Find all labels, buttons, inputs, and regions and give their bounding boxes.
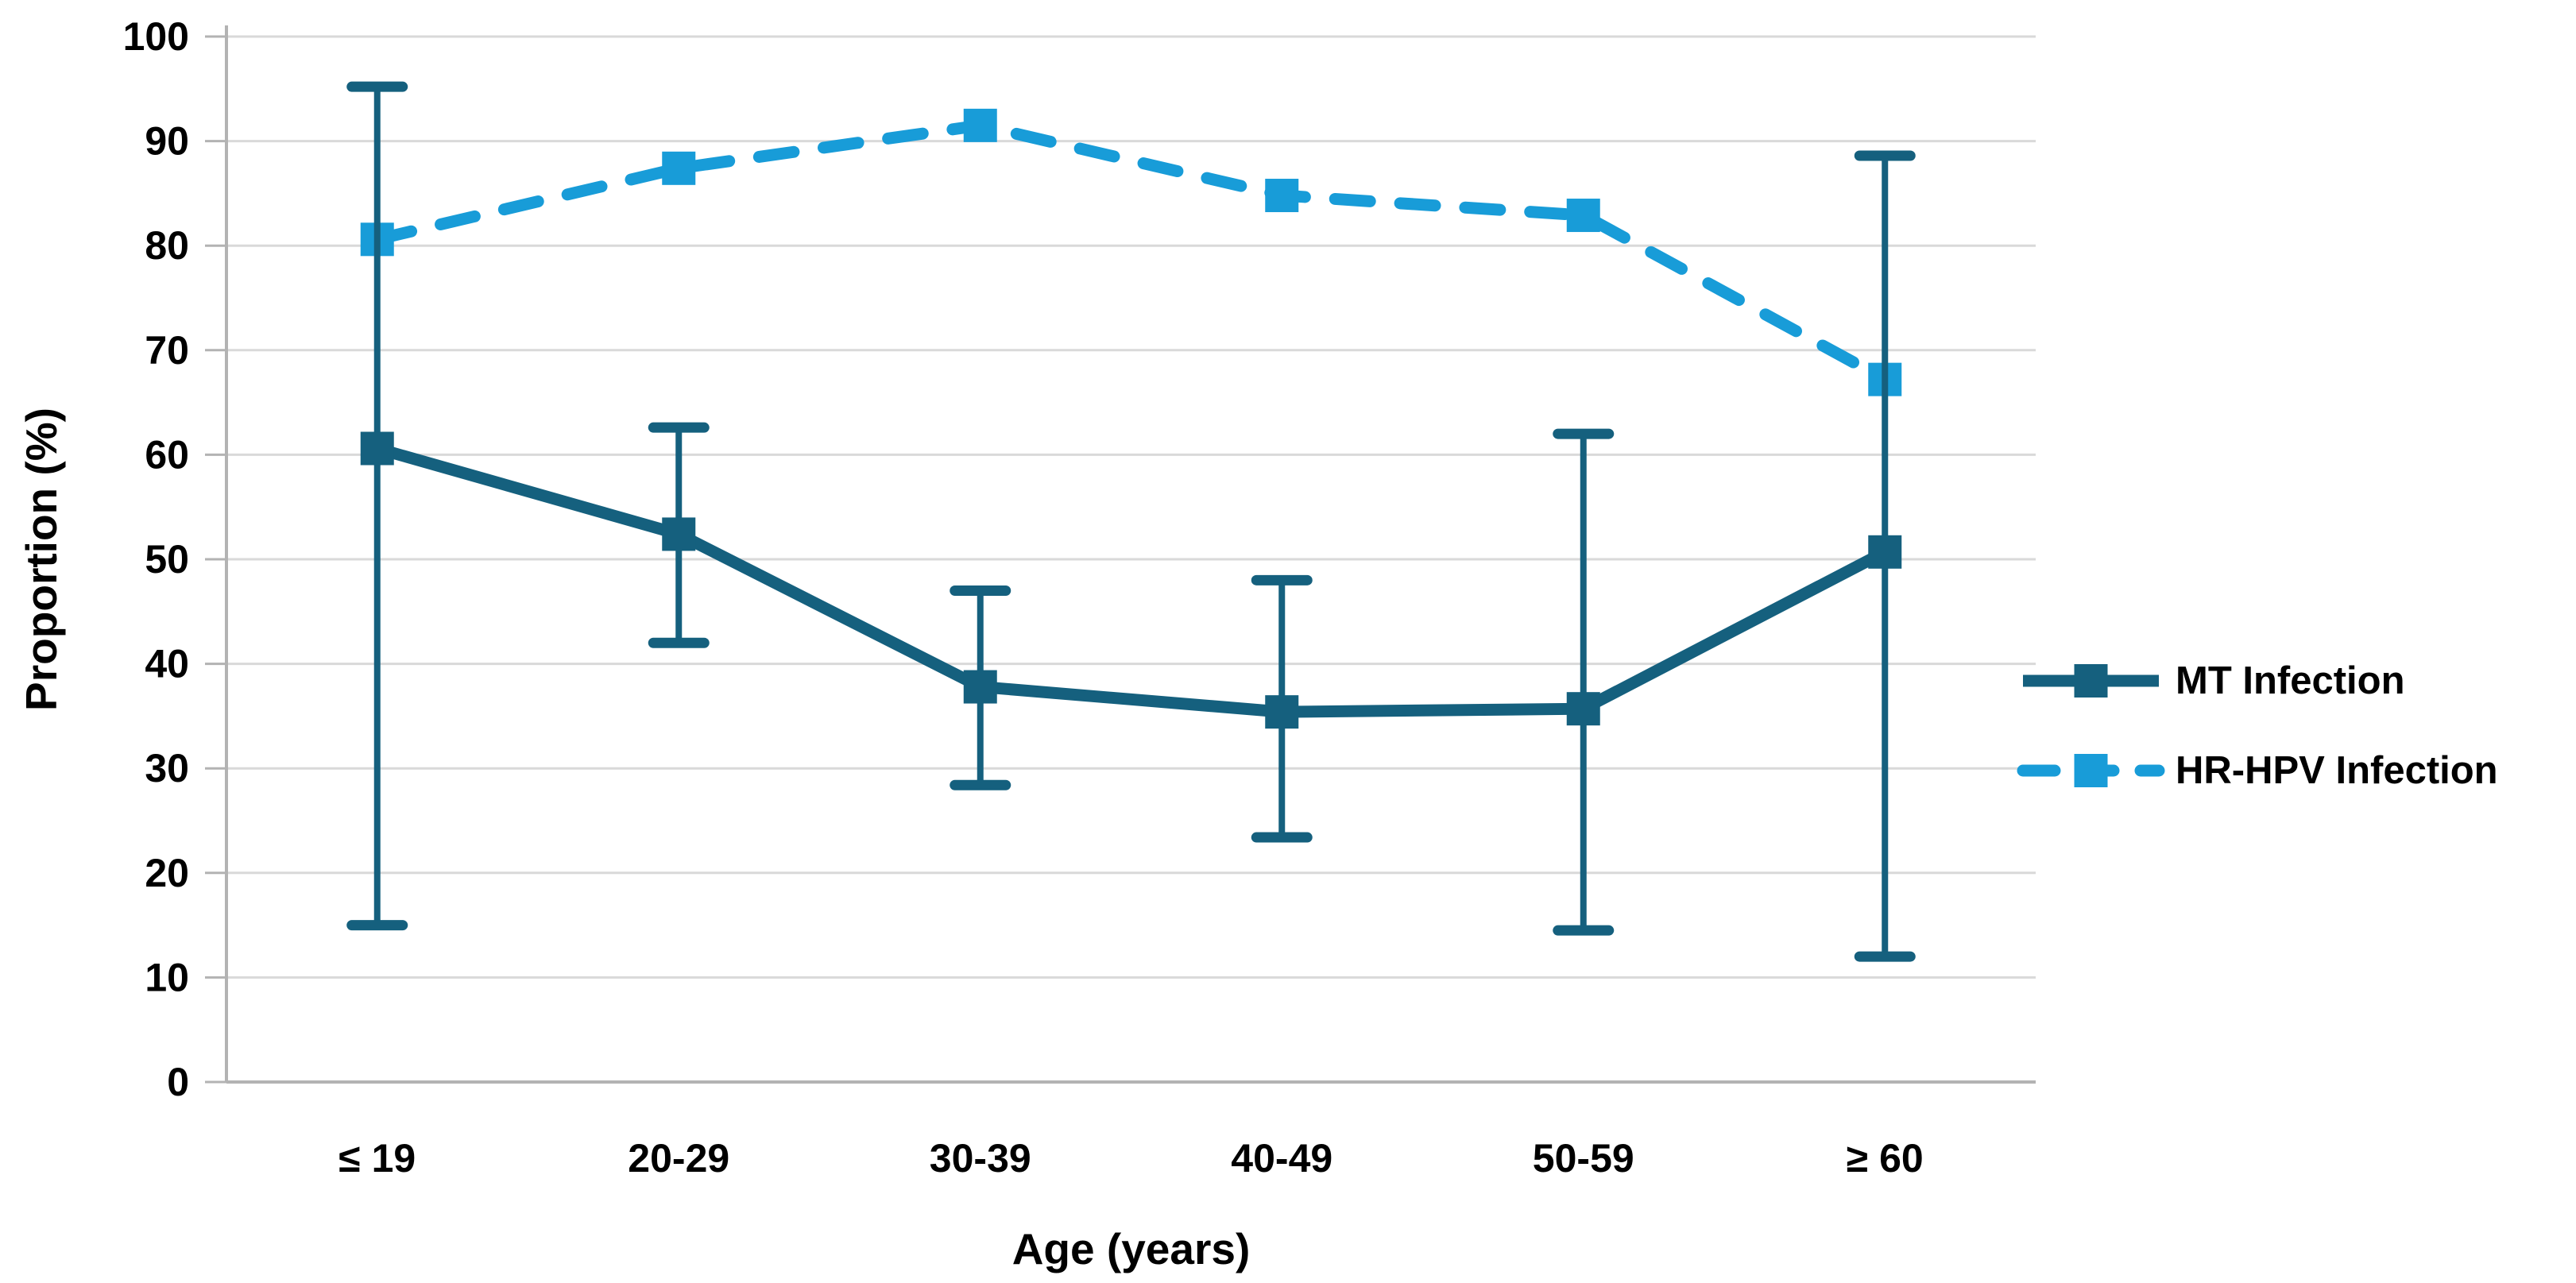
y-tick-label-80: 80: [145, 223, 189, 268]
y-tick-label-90: 90: [145, 119, 189, 164]
y-tick-label-70: 70: [145, 328, 189, 373]
hr-hpv-infection-marker-2: [963, 108, 997, 142]
y-tick-label-30: 30: [145, 746, 189, 790]
x-tick-label-0: ≤ 19: [338, 1136, 416, 1181]
legend-swatch-marker-hr-hpv-infection: [2074, 754, 2108, 787]
y-tick-label-20: 20: [145, 851, 189, 895]
hr-hpv-infection-marker-1: [662, 151, 696, 185]
x-tick-label-2: 30-39: [930, 1136, 1031, 1181]
y-tick-label-100: 100: [123, 14, 189, 59]
mt-infection-marker-1: [662, 517, 696, 551]
x-tick-label-1: 20-29: [628, 1136, 729, 1181]
y-tick-label-0: 0: [167, 1060, 189, 1104]
legend-label-hr-hpv-infection: HR-HPV Infection: [2176, 749, 2498, 792]
x-tick-label-3: 40-49: [1231, 1136, 1332, 1181]
hr-hpv-infection-marker-3: [1265, 179, 1299, 213]
x-axis-title: Age (years): [1012, 1224, 1251, 1273]
mt-infection-marker-2: [963, 670, 997, 704]
y-tick-label-50: 50: [145, 537, 189, 582]
y-tick-label-10: 10: [145, 955, 189, 999]
mt-infection-line: [375, 442, 1888, 718]
y-tick-label-60: 60: [145, 432, 189, 477]
x-tick-label-4: 50-59: [1533, 1136, 1634, 1181]
mt-infection-marker-3: [1265, 695, 1299, 729]
mt-infection-marker-4: [1566, 692, 1600, 726]
y-axis-title: Proportion (%): [17, 408, 66, 711]
mt-infection-marker-5: [1868, 535, 1902, 569]
legend-label-mt-infection: MT Infection: [2176, 659, 2405, 702]
legend-swatch-marker-mt-infection: [2074, 664, 2108, 698]
y-tick-label-40: 40: [145, 642, 189, 686]
x-tick-label-5: ≥ 60: [1847, 1136, 1924, 1181]
hr-hpv-infection-marker-4: [1566, 199, 1600, 233]
mt-infection-marker-0: [360, 431, 394, 466]
hr-hpv-infection-line: [371, 119, 1891, 386]
